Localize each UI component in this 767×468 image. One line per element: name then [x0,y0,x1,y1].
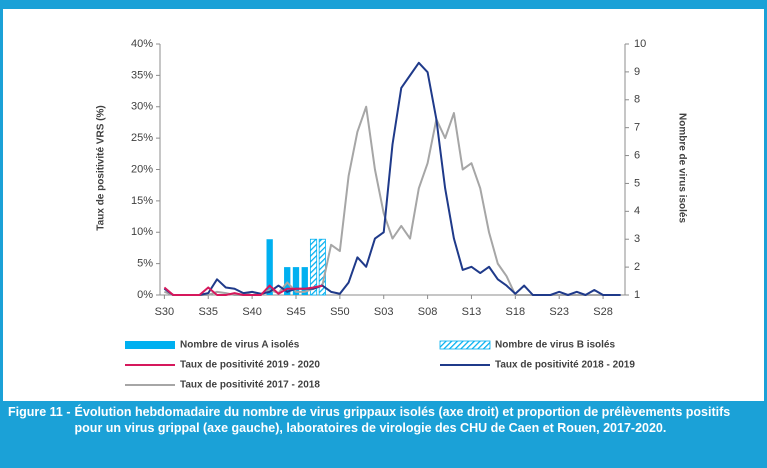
y2-tick-label: 8 [634,94,640,106]
legend-label: Nombre de virus A isolés [180,340,300,351]
x-tick-label: S28 [593,306,613,318]
caption-text: Évolution hebdomadaire du nombre de viru… [74,405,731,435]
y-tick-label: 10% [131,226,153,238]
y2-tick-label: 1 [634,289,640,301]
y2-tick-label: 10 [634,38,646,50]
y2-tick-label: 2 [634,261,640,273]
y-axis-title: Taux de positivité VRS (%) [96,105,107,230]
bar [309,238,318,296]
line-series [163,284,323,296]
x-tick-label: S50 [330,306,350,318]
legend-label: Taux de positivité 2017 - 2018 [180,380,320,391]
y-tick-label: 40% [131,38,153,50]
y2-tick-label: 4 [634,205,640,217]
x-tick-label: S40 [242,306,262,318]
y-tick-label: 25% [131,132,153,144]
figure-label: Figure 11 - [8,405,71,419]
x-tick-label: S13 [462,306,482,318]
bar [301,267,308,295]
bar [284,267,291,295]
legend-swatch [439,340,491,350]
legend-label: Taux de positivité 2019 - 2020 [180,360,320,371]
y-tick-label: 15% [131,195,153,207]
legend-label: Taux de positivité 2018 - 2019 [495,360,635,371]
x-tick-label: S30 [155,306,175,318]
bar [292,267,300,295]
x-tick-label: S18 [506,306,526,318]
line-series [164,105,621,296]
chart: Taux de positivité VRS (%) Nombre de vir… [96,38,688,391]
x-tick-label: S08 [418,306,438,318]
y2-axis-title: Nombre de virus isolés [676,113,687,223]
legend-label: Nombre de virus B isolés [495,340,615,351]
y-tick-label: 30% [131,101,153,113]
x-tick-label: S23 [549,306,569,318]
chart-panel [3,9,764,401]
x-tick-label: S35 [198,306,218,318]
y-tick-label: 35% [131,69,153,81]
y2-tick-label: 5 [634,177,640,189]
y2-tick-label: 6 [634,149,640,161]
y-tick-label: 5% [137,258,153,270]
x-tick-label: S45 [286,306,306,318]
y2-tick-label: 9 [634,66,640,78]
line-series [163,61,621,296]
y-tick-label: 0% [137,289,153,301]
y2-tick-label: 7 [634,122,640,134]
y-tick-label: 20% [131,163,153,175]
legend-swatch [125,341,175,349]
bar [266,239,273,295]
caption: Figure 11 - Évolution hebdomadaire du no… [8,404,760,436]
x-tick-label: S03 [374,306,394,318]
y2-tick-label: 3 [634,233,640,245]
